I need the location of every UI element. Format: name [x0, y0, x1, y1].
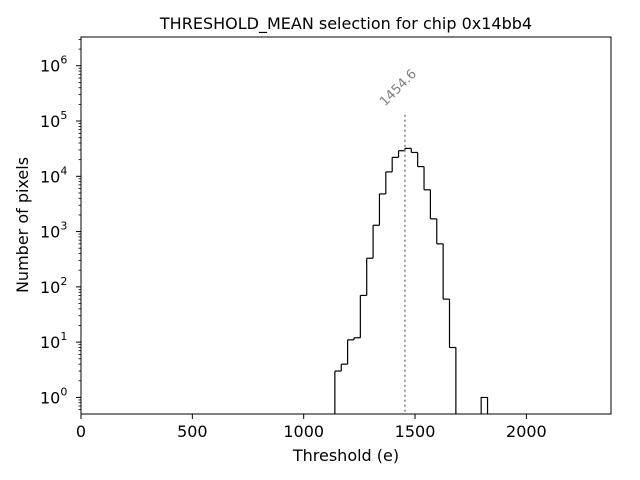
mean-marker: 1454.6 — [377, 67, 420, 414]
x-axis-label: Threshold (e) — [292, 446, 399, 465]
y-tick-label: 104 — [40, 164, 67, 186]
x-tick-label: 500 — [177, 422, 208, 441]
x-tick-label: 2000 — [506, 422, 547, 441]
y-axis-label: Number of pixels — [13, 157, 32, 293]
plot-area-frame — [80, 36, 612, 415]
chart-title: THRESHOLD_MEAN selection for chip 0x14bb… — [159, 14, 532, 34]
x-tick-label: 1000 — [283, 422, 324, 441]
y-tick-label: 102 — [40, 275, 67, 297]
x-tick-label: 1500 — [395, 422, 436, 441]
y-tick-label: 105 — [40, 109, 67, 131]
histogram-isolated-bin — [480, 396, 489, 414]
y-tick-label: 101 — [40, 330, 67, 352]
histogram-bars — [334, 147, 489, 414]
y-tick-label: 106 — [40, 54, 67, 76]
mean-marker-label: 1454.6 — [377, 67, 420, 110]
y-tick-label: 103 — [40, 220, 67, 242]
x-axis-ticks: 0 500 1000 1500 2000 — [76, 414, 547, 441]
y-tick-label: 100 — [40, 385, 67, 407]
x-tick-label: 0 — [76, 422, 86, 441]
y-axis-ticks: 100 101 102 103 104 105 106 — [40, 38, 81, 411]
